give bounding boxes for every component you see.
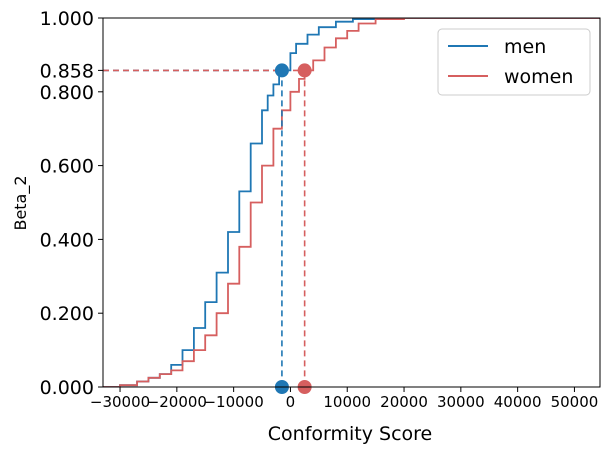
y-tick-label: 0.000 (40, 377, 94, 399)
legend-label-men: men (504, 36, 546, 58)
quantile-marker-women (297, 63, 312, 78)
series-line-women (103, 18, 600, 387)
x-axis-ticks: −30000−20000−10000 0 10000 20000 30000 40000 5… (90, 387, 598, 411)
y-tick-label: 1.000 (40, 8, 94, 30)
x-axis-label: Conformity Score (268, 423, 432, 445)
x-tick-label: −10000 (203, 393, 263, 411)
x-tick-label: 40000 (494, 393, 542, 411)
y-tick-label: 0.800 (40, 82, 94, 104)
y-axis-label: Beta_2 (11, 175, 31, 230)
x-tick-label: 50000 (551, 393, 599, 411)
x-tick-label: −20000 (147, 393, 207, 411)
legend-label-women: women (504, 66, 573, 88)
x-tick-label: 10000 (323, 393, 371, 411)
y-tick-label: 0.600 (40, 156, 94, 178)
x-tick-label: 0 (286, 393, 296, 411)
legend: men women (437, 28, 591, 96)
y-tick-label: 0.400 (40, 229, 94, 251)
y-tick-label: 0.858 (40, 60, 94, 82)
x-tick-label: 30000 (437, 393, 485, 411)
quantile-marker-men (274, 63, 289, 78)
x-tick-label: 20000 (380, 393, 428, 411)
y-tick-label: 0.200 (40, 303, 94, 325)
x-tick-label: −30000 (90, 393, 150, 411)
axes-frame (102, 17, 601, 388)
plot-area (103, 18, 600, 394)
